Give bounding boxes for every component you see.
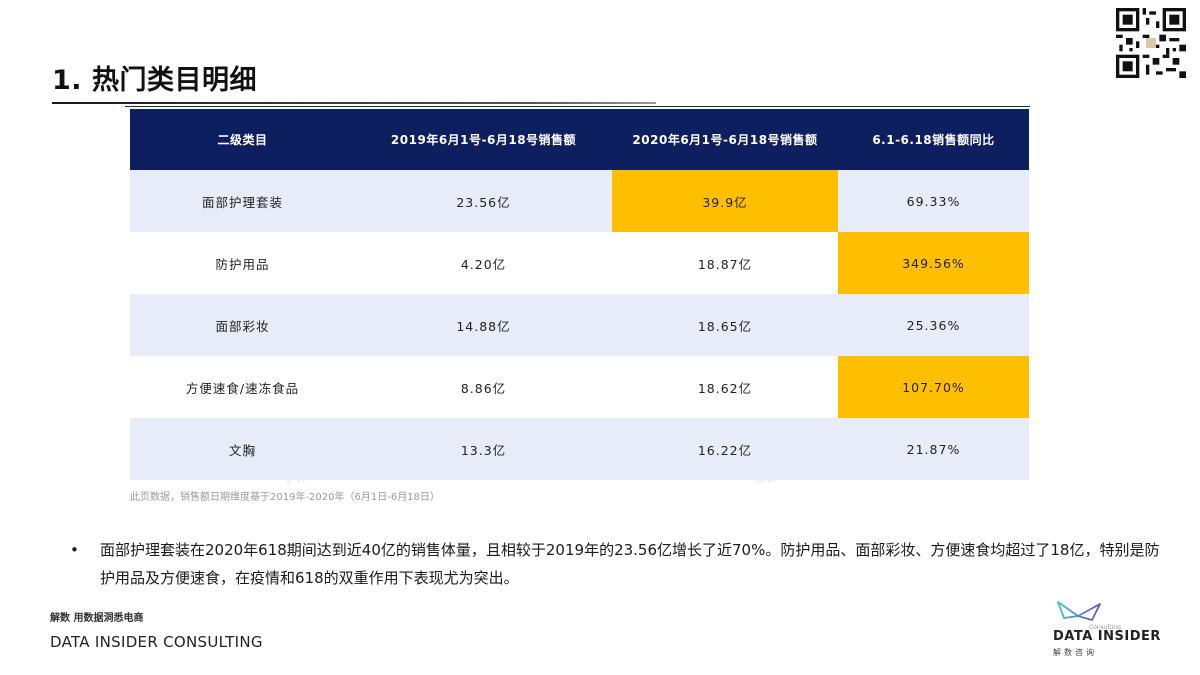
summary-text: 面部护理套装在2020年618期间达到近40亿的销售体量，且相较于2019年的2… <box>100 541 1160 587</box>
table-row: 面部彩妆 14.88亿 18.65亿 25.36% <box>130 294 1029 356</box>
header-sales-2020: 2020年6月1号-6月18号销售额 <box>612 109 838 170</box>
logo-sub: Consulting <box>1089 624 1121 631</box>
table-row: 文胸 13.3亿 16.22亿 21.87% <box>130 418 1029 480</box>
cell-sales-2019: 23.56亿 <box>355 170 612 232</box>
table-row: 防护用品 4.20亿 18.87亿 349.56% <box>130 232 1029 294</box>
page-title: 1. 热门类目明细 <box>52 65 257 96</box>
table-row: 面部护理套装 23.56亿 39.9亿 69.33% <box>130 170 1029 232</box>
cell-yoy: 69.33% <box>838 170 1029 232</box>
footer-tagline: 解数 用数据洞悉电商 <box>50 613 144 624</box>
logo-name: DATA INSIDER <box>1053 629 1161 644</box>
cell-sales-2019: 8.86亿 <box>355 356 612 418</box>
header-category: 二级类目 <box>130 109 355 170</box>
cell-yoy: 107.70% <box>838 356 1029 418</box>
header-yoy: 6.1-6.18销售额同比 <box>838 109 1029 170</box>
cell-yoy: 349.56% <box>838 232 1029 294</box>
footer-company: DATA INSIDER CONSULTING <box>50 633 263 651</box>
table-header-row: 二级类目 2019年6月1号-6月18号销售额 2020年6月1号-6月18号销… <box>130 109 1029 170</box>
cell-sales-2019: 13.3亿 <box>355 418 612 480</box>
cell-sales-2020: 18.87亿 <box>612 232 838 294</box>
cell-category: 文胸 <box>130 418 355 480</box>
title-underline <box>52 102 656 104</box>
cell-yoy: 25.36% <box>838 294 1029 356</box>
cell-category: 方便速食/速冻食品 <box>130 356 355 418</box>
bullet-dot: • <box>70 541 79 559</box>
logo-name-cn: 解数咨询 <box>1053 648 1097 657</box>
cell-sales-2019: 14.88亿 <box>355 294 612 356</box>
table-top-rule <box>125 106 1030 107</box>
cell-sales-2020: 39.9亿 <box>612 170 838 232</box>
cell-category: 防护用品 <box>130 232 355 294</box>
cell-sales-2020: 18.62亿 <box>612 356 838 418</box>
header-sales-2019: 2019年6月1号-6月18号销售额 <box>355 109 612 170</box>
cell-category: 面部彩妆 <box>130 294 355 356</box>
data-insider-logo <box>1050 596 1170 656</box>
cell-yoy: 21.87% <box>838 418 1029 480</box>
bowtie-logo-icon <box>1057 601 1101 621</box>
cell-sales-2020: 18.65亿 <box>612 294 838 356</box>
qr-code-icon <box>1116 8 1186 78</box>
data-source-note: 此页数据，销售额日期维度基于2019年-2020年（6月1日-6月18日） <box>130 492 440 503</box>
cell-category: 面部护理套装 <box>130 170 355 232</box>
cell-sales-2019: 4.20亿 <box>355 232 612 294</box>
category-sales-table: 二级类目 2019年6月1号-6月18号销售额 2020年6月1号-6月18号销… <box>130 109 1029 480</box>
cell-sales-2020: 16.22亿 <box>612 418 838 480</box>
table-row: 方便速食/速冻食品 8.86亿 18.62亿 107.70% <box>130 356 1029 418</box>
